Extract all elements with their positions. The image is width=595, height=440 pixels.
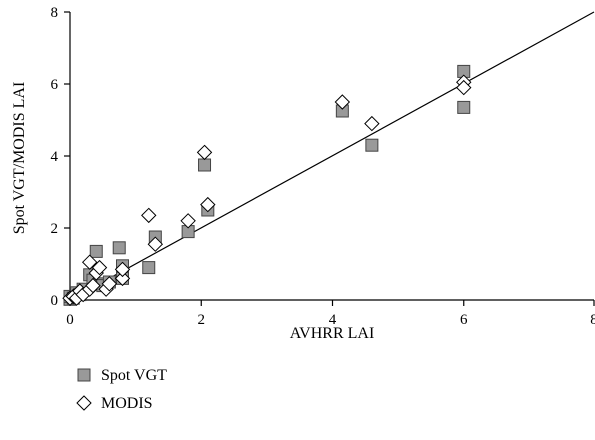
modis-point (196, 144, 213, 161)
modis-point (364, 115, 380, 132)
modis-point (91, 259, 108, 276)
x-tick-label: 2 (198, 312, 206, 328)
x-tick-label: 4 (329, 312, 337, 328)
reference-line-group (69, 11, 595, 301)
legend-item-spot-vgt: Spot VGT (77, 367, 167, 384)
spot-vgt-point (365, 138, 379, 152)
spot-vgt-point (89, 244, 103, 258)
data-points (62, 64, 472, 306)
spot-vgt-legend-swatch (77, 368, 91, 382)
modis-point (200, 196, 216, 213)
axis-labels: AVHRR LAI Spot VGT/MODIS LAI (11, 82, 374, 342)
spot-vgt-point (142, 261, 156, 275)
modis-point (114, 270, 131, 287)
one-to-one-line (69, 11, 595, 301)
modis-point (141, 207, 157, 224)
x-axis-title: AVHRR LAI (290, 325, 375, 342)
x-tick-label: 0 (66, 312, 74, 328)
spot-vgt-point (112, 241, 126, 255)
y-tick-label: 4 (51, 149, 59, 165)
y-tick-label: 2 (51, 221, 59, 237)
y-axis-title: Spot VGT/MODIS LAI (11, 82, 28, 235)
modis-point (147, 236, 164, 252)
modis-point (334, 94, 351, 110)
legend: Spot VGT MODIS (76, 367, 167, 412)
modis-point (456, 79, 472, 96)
x-tick-label: 6 (460, 312, 468, 328)
modis-legend-swatch (76, 395, 92, 411)
series-modis (62, 74, 472, 306)
y-tick-label: 0 (51, 293, 59, 309)
modis-point (114, 261, 131, 278)
spot-vgt-point (457, 100, 471, 114)
modis-point (101, 276, 118, 292)
legend-label: Spot VGT (101, 367, 167, 384)
legend-item-modis: MODIS (76, 395, 153, 412)
y-tick-label: 8 (51, 5, 59, 21)
modis-point (180, 213, 196, 229)
legend-label: MODIS (101, 395, 153, 412)
modis-point (81, 254, 98, 270)
axes: 0 2 4 6 8 0 2 4 6 8 (51, 5, 595, 328)
modis-point (85, 277, 101, 294)
y-tick-label: 6 (51, 77, 59, 93)
spot-vgt-point (198, 158, 212, 172)
x-tick-label: 8 (590, 312, 595, 328)
